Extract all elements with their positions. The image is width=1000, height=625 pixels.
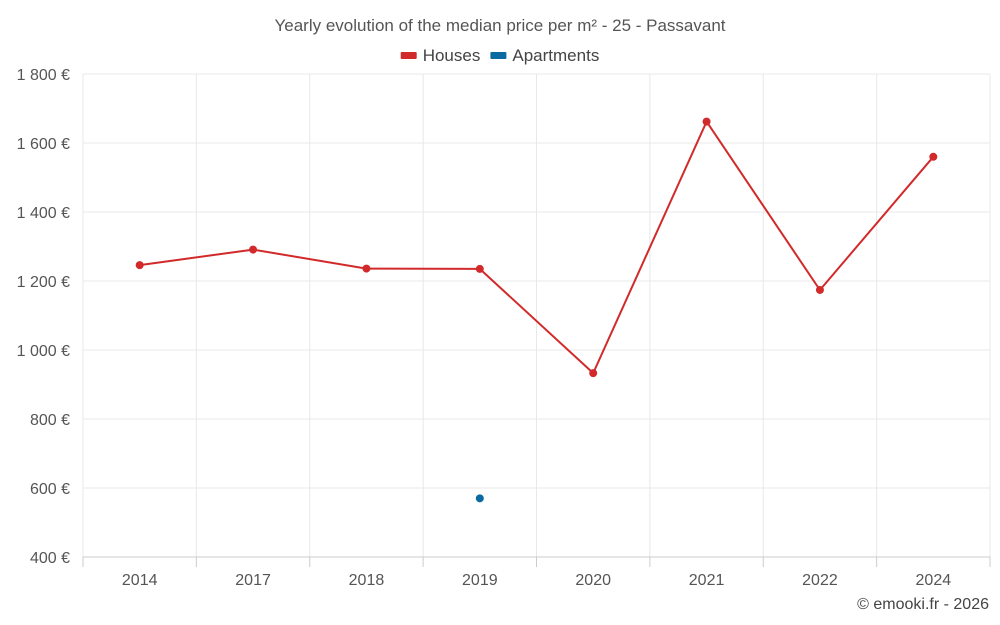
x-tick-label: 2019: [462, 572, 498, 589]
y-tick-label: 1 600 €: [17, 136, 70, 153]
y-tick-label: 600 €: [30, 481, 70, 498]
y-tick-label: 1 800 €: [17, 67, 70, 84]
chart-title: Yearly evolution of the median price per…: [274, 16, 725, 35]
series-layer: [135, 117, 938, 503]
y-tick-label: 400 €: [30, 550, 70, 567]
x-tick-label: 2017: [235, 572, 271, 589]
houses-point: [362, 264, 371, 273]
houses-point: [589, 369, 598, 378]
grid: [82, 73, 991, 557]
legend-label-houses: Houses: [423, 46, 481, 65]
legend-label-apartments: Apartments: [512, 46, 599, 65]
legend-swatch-houses: [400, 52, 417, 59]
y-tick-label: 1 000 €: [17, 343, 70, 360]
apartments-point: [475, 494, 484, 503]
houses-point: [815, 285, 824, 294]
y-tick-label: 800 €: [30, 412, 70, 429]
x-tick-label: 2021: [689, 572, 725, 589]
houses-point: [249, 245, 258, 254]
x-tick-label: 2018: [349, 572, 385, 589]
legend: Houses Apartments: [400, 46, 599, 65]
houses-point: [702, 117, 711, 126]
x-axis: 2014 2017 2018 2019 2020 2021 2022 2024: [82, 556, 991, 589]
legend-swatch-apartments: [490, 52, 507, 59]
y-axis: 400 € 600 € 800 € 1 000 € 1 200 € 1 400 € 1 60…: [17, 67, 70, 567]
houses-point: [929, 152, 938, 161]
y-tick-label: 1 400 €: [17, 205, 70, 222]
houses-point: [135, 261, 144, 270]
houses-point: [475, 264, 484, 273]
houses-line: [139, 120, 935, 375]
x-tick-label: 2022: [802, 572, 838, 589]
x-tick-label: 2020: [575, 572, 611, 589]
y-tick-label: 1 200 €: [17, 274, 70, 291]
x-tick-label: 2014: [122, 572, 158, 589]
x-tick-label: 2024: [916, 572, 952, 589]
credit-text: © emooki.fr - 2026: [857, 596, 989, 613]
